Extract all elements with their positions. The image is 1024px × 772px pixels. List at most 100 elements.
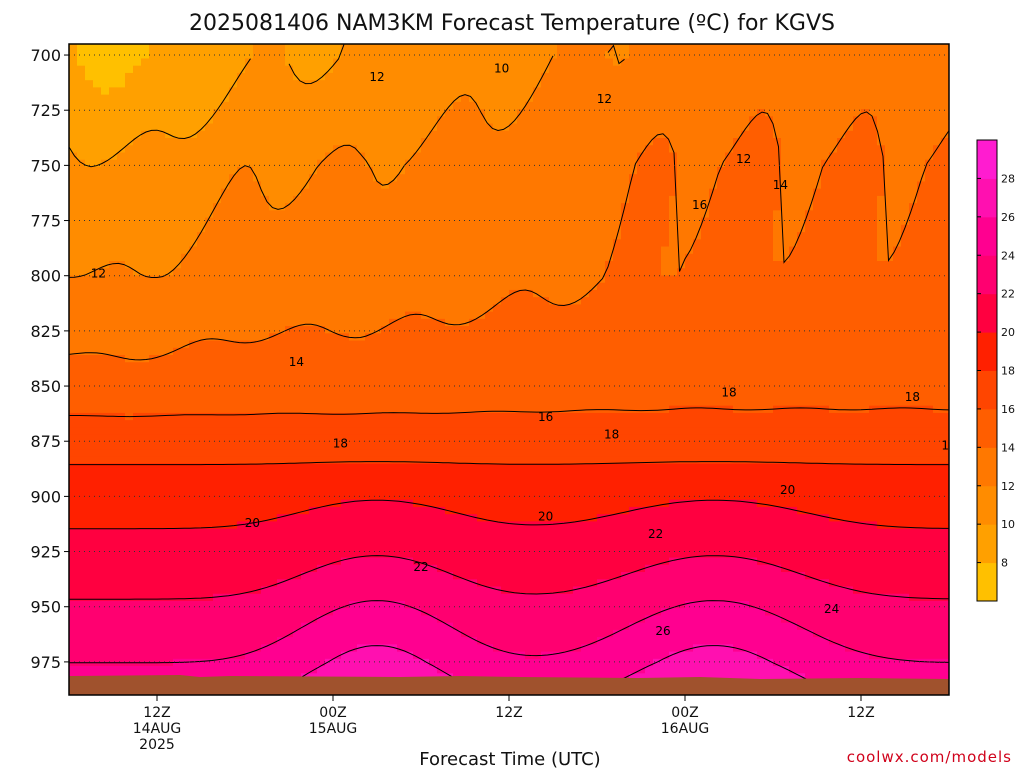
- heatmap-cell: [197, 355, 206, 363]
- heatmap-cell: [485, 405, 494, 414]
- heatmap-cell: [341, 651, 350, 660]
- heatmap-cell: [397, 297, 406, 305]
- heatmap-cell: [69, 80, 78, 88]
- heatmap-cell: [501, 557, 510, 566]
- heatmap-cell: [237, 246, 246, 255]
- heatmap-cell: [77, 239, 86, 248]
- heatmap-cell: [469, 51, 478, 60]
- heatmap-cell: [293, 528, 302, 537]
- heatmap-cell: [245, 666, 254, 674]
- heatmap-cell: [357, 65, 366, 74]
- heatmap-cell: [301, 289, 310, 298]
- heatmap-cell: [173, 318, 182, 327]
- heatmap-cell: [165, 622, 174, 631]
- heatmap-cell: [269, 478, 278, 486]
- heatmap-cell: [477, 593, 486, 602]
- heatmap-cell: [149, 441, 158, 450]
- heatmap-cell: [253, 87, 262, 96]
- heatmap-cell: [141, 116, 150, 125]
- heatmap-cell: [229, 282, 238, 291]
- heatmap-cell: [485, 586, 494, 595]
- heatmap-cell: [157, 478, 166, 486]
- heatmap-cell: [285, 478, 294, 486]
- heatmap-cell: [125, 326, 134, 334]
- heatmap-cell: [461, 51, 470, 60]
- heatmap-cell: [93, 412, 102, 421]
- heatmap-cell: [221, 246, 230, 255]
- heatmap-cell: [325, 333, 334, 342]
- heatmap-cell: [381, 456, 390, 465]
- heatmap-cell: [197, 145, 206, 154]
- heatmap-cell: [333, 485, 342, 494]
- heatmap-cell: [165, 217, 174, 226]
- heatmap-cell: [229, 51, 238, 60]
- heatmap-cell: [389, 543, 398, 551]
- heatmap-cell: [69, 203, 78, 211]
- heatmap-cell: [381, 268, 390, 277]
- heatmap-cell: [197, 152, 206, 161]
- heatmap-cell: [101, 51, 110, 60]
- heatmap-cell: [309, 579, 318, 588]
- heatmap-cell: [77, 593, 86, 602]
- heatmap-cell: [109, 362, 118, 371]
- heatmap-cell: [101, 528, 110, 537]
- heatmap-cell: [461, 463, 470, 472]
- heatmap-cell: [381, 232, 390, 240]
- heatmap-cell: [301, 391, 310, 400]
- heatmap-cell: [189, 470, 198, 479]
- heatmap-cell: [373, 282, 382, 291]
- heatmap-cell: [325, 398, 334, 407]
- heatmap-cell: [309, 210, 318, 219]
- heatmap-cell: [141, 152, 150, 161]
- heatmap-cell: [69, 304, 78, 313]
- heatmap-cell: [485, 101, 494, 110]
- heatmap-cell: [493, 528, 502, 537]
- heatmap-cell: [317, 159, 326, 168]
- heatmap-cell: [77, 506, 86, 515]
- heatmap-cell: [189, 289, 198, 298]
- heatmap-cell: [349, 622, 358, 631]
- heatmap-cell: [117, 376, 126, 385]
- heatmap-cell: [285, 188, 294, 197]
- heatmap-cell: [261, 239, 270, 248]
- heatmap-cell: [237, 94, 246, 103]
- heatmap-cell: [357, 608, 366, 617]
- heatmap-cell: [181, 282, 190, 291]
- heatmap-cell: [117, 80, 126, 88]
- heatmap-cell: [397, 304, 406, 313]
- heatmap-cell: [229, 261, 238, 269]
- heatmap-cell: [197, 369, 206, 378]
- heatmap-cell: [301, 275, 310, 284]
- heatmap-cell: [301, 528, 310, 537]
- heatmap-cell: [117, 282, 126, 291]
- heatmap-cell: [373, 383, 382, 392]
- heatmap-cell: [333, 456, 342, 465]
- heatmap-cell: [245, 434, 254, 443]
- heatmap-cell: [253, 101, 262, 110]
- heatmap-cell: [125, 261, 134, 269]
- heatmap-cell: [141, 65, 150, 74]
- heatmap-cell: [429, 130, 438, 139]
- heatmap-cell: [133, 333, 142, 342]
- heatmap-cell: [381, 94, 390, 103]
- heatmap-cell: [493, 499, 502, 508]
- heatmap-cell: [421, 239, 430, 248]
- heatmap-cell: [397, 340, 406, 349]
- heatmap-cell: [389, 586, 398, 595]
- heatmap-cell: [245, 622, 254, 631]
- heatmap-cell: [277, 116, 286, 125]
- heatmap-cell: [485, 499, 494, 508]
- heatmap-cell: [189, 543, 198, 551]
- heatmap-cell: [117, 427, 126, 436]
- heatmap-cell: [285, 405, 294, 414]
- heatmap-cell: [213, 362, 222, 371]
- heatmap-cell: [277, 166, 286, 175]
- heatmap-cell: [109, 535, 118, 544]
- heatmap-cell: [157, 644, 166, 653]
- heatmap-cell: [197, 289, 206, 298]
- heatmap-cell: [309, 195, 318, 204]
- heatmap-cell: [453, 355, 462, 363]
- heatmap-cell: [173, 434, 182, 443]
- heatmap-cell: [285, 449, 294, 457]
- heatmap-cell: [85, 362, 94, 371]
